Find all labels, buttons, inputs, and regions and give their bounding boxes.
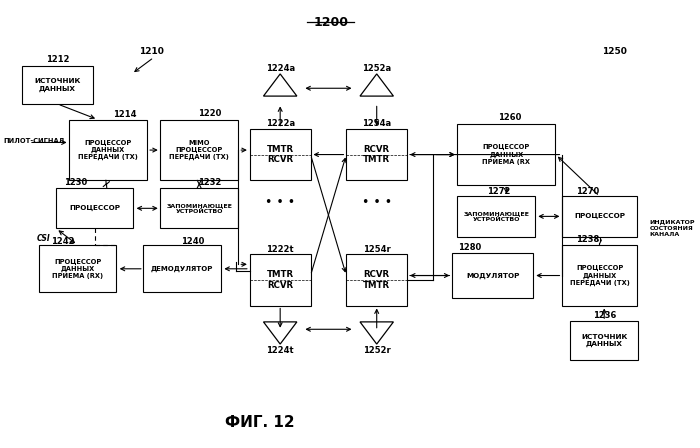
Text: 1270: 1270 (575, 187, 599, 196)
Text: TMTR
RCVR: TMTR RCVR (267, 270, 294, 290)
Text: ПРОЦЕССОР
ДАННЫХ
ПРИЕМА (RX: ПРОЦЕССОР ДАННЫХ ПРИЕМА (RX (482, 144, 531, 165)
FancyBboxPatch shape (160, 188, 238, 228)
Text: ПИЛОТ-СИГНАЛ: ПИЛОТ-СИГНАЛ (4, 138, 64, 144)
Text: TMTR
RCVR: TMTR RCVR (267, 145, 294, 164)
FancyBboxPatch shape (562, 196, 636, 237)
FancyBboxPatch shape (69, 120, 147, 180)
Text: ЗАПОМИНАЮЩЕЕ
УСТРОЙСТВО: ЗАПОМИНАЮЩЕЕ УСТРОЙСТВО (166, 203, 232, 214)
FancyBboxPatch shape (38, 246, 116, 293)
Text: 1252r: 1252r (363, 346, 391, 355)
Text: ИНДИКАТОР
СОСТОЯНИЯ
КАНАЛА: ИНДИКАТОР СОСТОЯНИЯ КАНАЛА (650, 220, 695, 237)
Text: RCVR
TMTR: RCVR TMTR (363, 270, 391, 290)
Text: 1222a: 1222a (265, 119, 295, 128)
Text: 1224a: 1224a (265, 64, 295, 73)
FancyBboxPatch shape (56, 188, 133, 228)
Text: CSI: CSI (37, 234, 51, 243)
Text: ДЕМОДУЛЯТОР: ДЕМОДУЛЯТОР (151, 266, 214, 272)
Text: 1260: 1260 (498, 113, 522, 122)
Text: • • •: • • • (265, 196, 295, 209)
Text: 1236: 1236 (592, 311, 616, 320)
FancyBboxPatch shape (144, 246, 221, 293)
Text: 1230: 1230 (64, 178, 88, 187)
Text: ИСТОЧНИК
ДАННЫХ: ИСТОЧНИК ДАННЫХ (34, 78, 80, 92)
Text: • • •: • • • (362, 196, 392, 209)
Text: RCVR
TMTR: RCVR TMTR (363, 145, 391, 164)
Text: ФИГ. 12: ФИГ. 12 (225, 415, 295, 430)
FancyBboxPatch shape (250, 254, 311, 306)
Text: 1254a: 1254a (362, 119, 391, 128)
Text: ПРОЦЕССОР: ПРОЦЕССОР (574, 213, 625, 220)
Text: 1272: 1272 (486, 187, 510, 196)
FancyBboxPatch shape (346, 254, 407, 306)
Text: 1220: 1220 (197, 109, 221, 118)
FancyBboxPatch shape (457, 196, 535, 237)
Text: ПРОЦЕССОР: ПРОЦЕССОР (69, 205, 120, 211)
Text: 1200: 1200 (314, 16, 349, 29)
Text: 1254r: 1254r (363, 245, 391, 254)
Text: 1224t: 1224t (267, 346, 294, 355)
Text: 1240: 1240 (181, 237, 204, 246)
FancyBboxPatch shape (22, 66, 93, 104)
Text: 1232: 1232 (197, 178, 221, 187)
FancyBboxPatch shape (250, 129, 311, 180)
Text: ИСТОЧНИК
ДАННЫХ: ИСТОЧНИК ДАННЫХ (581, 334, 627, 347)
Text: MIMO
ПРОЦЕССОР
ПЕРЕДАЧИ (TX): MIMO ПРОЦЕССОР ПЕРЕДАЧИ (TX) (169, 140, 229, 160)
Text: МОДУЛЯТОР: МОДУЛЯТОР (466, 272, 519, 279)
Text: 1280: 1280 (458, 243, 481, 252)
Text: ПРОЦЕССОР
ДАННЫХ
ПЕРЕДАЧИ (TX): ПРОЦЕССОР ДАННЫХ ПЕРЕДАЧИ (TX) (570, 265, 629, 286)
FancyBboxPatch shape (452, 253, 533, 298)
Text: 1210: 1210 (139, 47, 164, 56)
Text: 1214: 1214 (113, 110, 136, 119)
FancyBboxPatch shape (457, 125, 555, 185)
FancyBboxPatch shape (160, 120, 238, 180)
Text: 1252a: 1252a (362, 64, 391, 73)
Text: ПРОЦЕССОР
ДАННЫХ
ПЕРЕДАЧИ (TX): ПРОЦЕССОР ДАННЫХ ПЕРЕДАЧИ (TX) (78, 140, 138, 160)
Text: ПРОЦЕССОР
ДАННЫХ
ПРИЕМА (RX): ПРОЦЕССОР ДАННЫХ ПРИЕМА (RX) (52, 258, 103, 279)
FancyBboxPatch shape (562, 246, 636, 306)
Text: 1238: 1238 (575, 235, 599, 244)
FancyBboxPatch shape (570, 322, 638, 359)
Text: 1222t: 1222t (267, 245, 294, 254)
Text: 1242: 1242 (50, 237, 74, 246)
Text: 1250: 1250 (602, 47, 626, 56)
Text: ЗАПОМИНАЮЩЕЕ
УСТРОЙСТВО: ЗАПОМИНАЮЩЕЕ УСТРОЙСТВО (463, 211, 529, 222)
FancyBboxPatch shape (346, 129, 407, 180)
Text: 1212: 1212 (46, 55, 69, 64)
